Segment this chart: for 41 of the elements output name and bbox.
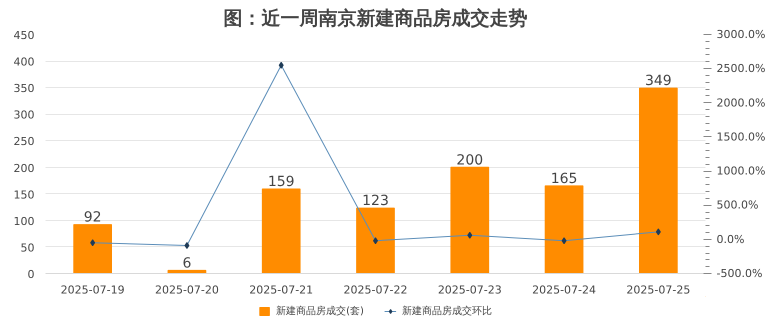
bar: [544, 185, 584, 274]
y2-tick-label: 3000.0%: [716, 28, 766, 41]
y-tick-label: 400: [14, 56, 35, 69]
y-tick-label: 150: [14, 188, 35, 202]
y2-tick-label: 2500.0%: [716, 62, 766, 76]
chart-title: 图：近一周南京新建商品房成交走势: [224, 8, 528, 30]
bar: [262, 188, 301, 274]
data-label: 92: [84, 210, 102, 226]
x-tick-label: 2025-07-24: [532, 284, 596, 296]
x-tick-label: 2025-07-20: [154, 284, 219, 296]
y-tick-label: 0: [28, 268, 34, 281]
x-tick-label: 2025-07-25: [626, 284, 690, 296]
bar: [450, 166, 490, 274]
y2-tick-label: 1000.0%: [716, 164, 766, 178]
y-tick-label: 300: [14, 108, 35, 122]
data-label: 165: [550, 170, 578, 187]
x-tick-label: 2025-07-22: [344, 284, 408, 296]
bar: [73, 224, 112, 274]
y2-tick-label: -500.0%: [716, 267, 762, 280]
bar: [639, 88, 678, 274]
data-label: 159: [268, 174, 295, 190]
x-tick-label: 2025-07-23: [438, 284, 502, 296]
y-tick-label: 50: [20, 241, 35, 254]
data-label: 349: [644, 73, 672, 90]
y-tick-label: 350: [14, 82, 35, 96]
y2-tick-label: 500.0%: [716, 198, 758, 212]
y-tick-label: 250: [14, 135, 35, 148]
bar: [356, 208, 395, 274]
x-tick-label: 2025-07-19: [60, 284, 125, 296]
data-label: 123: [362, 193, 389, 210]
x-tick-label: 2025-07-21: [249, 284, 314, 296]
y2-tick-label: 1500.0%: [716, 130, 766, 144]
legend-label: 新建商品房成交环比: [402, 304, 492, 318]
y-tick-label: 100: [14, 214, 35, 228]
y2-tick-label: 0.0%: [716, 232, 744, 246]
y2-tick-label: 2000.0%: [716, 96, 766, 110]
legend-label: 新建商品房成交(套): [276, 304, 364, 318]
data-label: 200: [456, 152, 484, 168]
data-label: 6: [182, 255, 192, 272]
y-tick-label: 450: [14, 29, 35, 42]
y-tick-label: 200: [14, 162, 35, 175]
